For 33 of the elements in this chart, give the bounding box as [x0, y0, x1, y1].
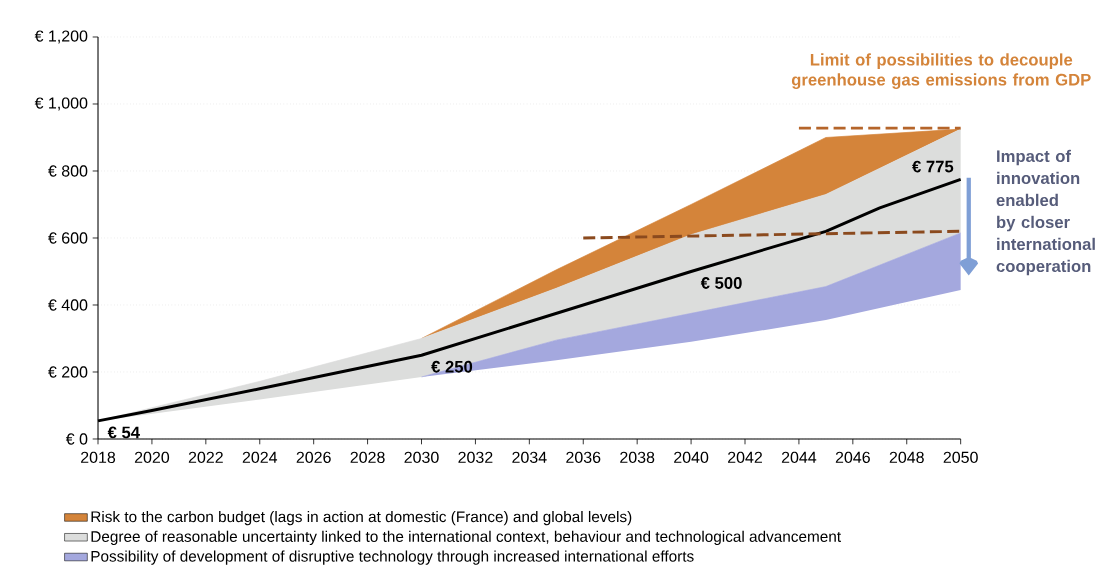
x-tick-label: 2030 — [404, 451, 439, 464]
x-tick-label: 2028 — [350, 451, 385, 464]
annotation: Limit of possibilities to decouple greenhouse gas emissions from GDP — [791, 53, 1091, 89]
y-tick-label: € 400 — [48, 299, 88, 311]
x-tick-label: 2018 — [81, 451, 116, 464]
y-tick-label: € 800 — [48, 165, 88, 177]
legend-label: Risk to the carbon budget (lags in action at domestic (France) and global levels) — [91, 510, 632, 526]
x-tick-label: 2042 — [728, 451, 762, 464]
y-tick-label: € 1,000 — [34, 97, 88, 111]
y-tick-label: € 1,200 — [34, 30, 88, 44]
x-tick-label: 2022 — [188, 451, 223, 464]
x-tick-label: 2020 — [134, 451, 170, 464]
data-label: € 250 — [431, 360, 473, 373]
x-tick-label: 2034 — [512, 451, 547, 464]
legend-label: Degree of reasonable uncertainty linked to the international context, behaviour and technological advancement — [91, 530, 841, 545]
x-tick-label: 2044 — [781, 451, 817, 464]
data-label: € 500 — [700, 277, 742, 289]
y-tick-label: € 200 — [48, 366, 88, 378]
data-label: € 54 — [107, 426, 140, 439]
x-tick-label: 2024 — [242, 451, 278, 464]
x-tick-label: 2046 — [835, 451, 870, 464]
y-tick-label: € 600 — [48, 232, 88, 244]
legend-label: Possibility of development of disruptive technology through increased international efforts — [91, 550, 694, 565]
x-tick-label: 2050 — [943, 451, 978, 464]
x-tick-label: 2026 — [296, 451, 331, 464]
x-tick-label: 2038 — [620, 451, 655, 464]
x-tick-label: 2036 — [566, 451, 601, 464]
y-tick-label: € 0 — [65, 433, 88, 445]
x-tick-label: 2032 — [458, 451, 493, 464]
x-tick-label: 2040 — [674, 451, 709, 464]
x-tick-label: 2048 — [889, 451, 924, 464]
text: Impact of innovation enabled by closer international cooperation — [996, 149, 1095, 276]
data-label: € 775 — [912, 160, 954, 173]
